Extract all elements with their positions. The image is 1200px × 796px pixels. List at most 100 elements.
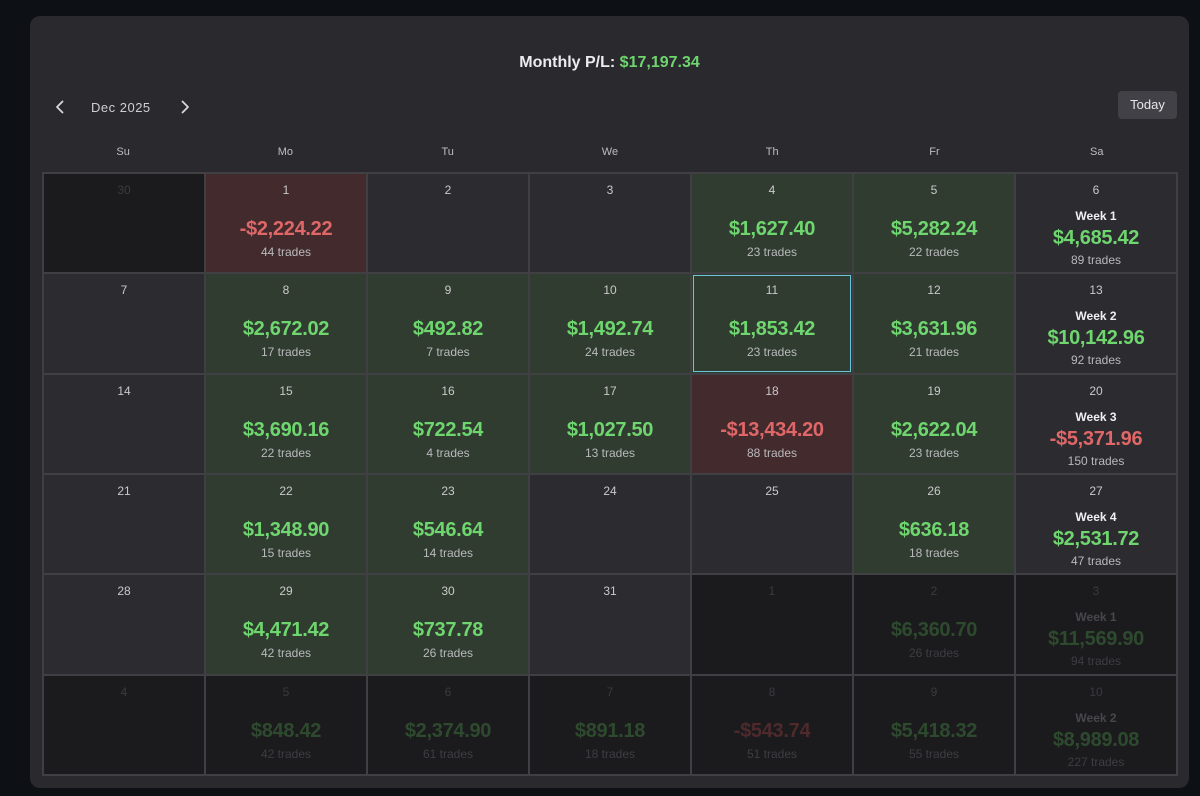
day-trade-count: 44 trades: [260, 245, 312, 259]
day-cell[interactable]: 9 $492.82 7 trades: [368, 274, 528, 373]
day-trade-count: 51 trades: [746, 746, 798, 761]
day-cell[interactable]: 24: [530, 475, 690, 574]
day-cell[interactable]: 2: [368, 174, 528, 273]
day-number: 23: [441, 484, 455, 498]
day-cell[interactable]: 8 $2,672.02 17 trades: [206, 274, 366, 373]
day-pnl: -$2,224.22: [239, 218, 333, 240]
week-trade-count: 89 trades: [1070, 253, 1122, 267]
day-trade-count: 24 trades: [584, 345, 636, 360]
chevron-left-icon: [56, 100, 64, 114]
day-cell[interactable]: 4: [44, 675, 204, 774]
day-cell[interactable]: 2 $6,360.70 26 trades: [854, 575, 1014, 674]
week-summary-cell[interactable]: 27 Week 4 $2,531.72 47 trades: [1016, 475, 1176, 574]
week-label: Week 1: [1075, 209, 1117, 223]
day-number: 13: [1089, 283, 1103, 298]
day-number: 19: [927, 383, 941, 398]
day-pnl: $722.54: [412, 418, 484, 441]
day-number: 4: [768, 183, 776, 197]
day-number: 14: [117, 383, 131, 398]
day-cell[interactable]: 31: [530, 575, 690, 674]
day-cell[interactable]: 30 $737.78 26 trades: [368, 575, 528, 674]
week-label: Week 3: [1075, 409, 1117, 424]
day-pnl: $891.18: [574, 719, 646, 742]
day-cell[interactable]: 10 $1,492.74 24 trades: [530, 274, 690, 373]
day-cell[interactable]: 8 -$543.74 51 trades: [692, 675, 852, 774]
day-cell[interactable]: 6 $2,374.90 61 trades: [368, 675, 528, 774]
day-cell[interactable]: 5 $848.42 42 trades: [206, 675, 366, 774]
day-cell[interactable]: 11 $1,853.42 23 trades: [692, 274, 852, 373]
day-cell[interactable]: 1 -$2,224.22 44 trades: [206, 174, 366, 273]
day-cell[interactable]: 21: [44, 475, 204, 574]
monthly-pl-value: $17,197.34: [619, 54, 700, 71]
day-cell[interactable]: 1: [692, 575, 852, 674]
day-trade-count: 18 trades: [908, 546, 960, 560]
dow-monday: Mo: [277, 146, 294, 158]
day-trade-count: 22 trades: [908, 245, 960, 259]
dow-tuesday: Tu: [441, 146, 454, 158]
day-number: 6: [1092, 183, 1100, 197]
day-cell[interactable]: 22 $1,348.90 15 trades: [206, 475, 366, 574]
week-trade-count: 227 trades: [1067, 754, 1125, 769]
day-number: 10: [1089, 684, 1103, 699]
day-trade-count: 88 trades: [746, 445, 798, 460]
day-cell[interactable]: 25: [692, 475, 852, 574]
day-trade-count: 17 trades: [260, 345, 312, 360]
day-number: 28: [117, 584, 131, 599]
week-summary-cell[interactable]: 3 Week 1 $11,569.90 94 trades: [1016, 575, 1176, 674]
prev-month-button[interactable]: [49, 96, 71, 118]
day-cell[interactable]: 23 $546.64 14 trades: [368, 475, 528, 574]
day-cell[interactable]: 14: [44, 374, 204, 473]
week-summary-cell[interactable]: 20 Week 3 -$5,371.96 150 trades: [1016, 374, 1176, 473]
day-cell[interactable]: 30: [44, 174, 204, 273]
day-cell[interactable]: 17 $1,027.50 13 trades: [530, 374, 690, 473]
day-number: 8: [768, 684, 776, 699]
day-trade-count: 21 trades: [908, 345, 960, 360]
day-trade-count: 14 trades: [422, 546, 474, 560]
day-pnl: $492.82: [412, 318, 484, 341]
day-number: 3: [1092, 584, 1100, 599]
monthly-pl-label: Monthly P/L:: [519, 54, 616, 71]
day-number: 2: [930, 584, 938, 599]
day-pnl: $1,627.40: [728, 218, 816, 240]
week-pnl: $2,531.72: [1052, 528, 1140, 550]
next-month-button[interactable]: [174, 96, 196, 118]
day-cell[interactable]: 18 -$13,434.20 88 trades: [692, 374, 852, 473]
day-cell[interactable]: 12 $3,631.96 21 trades: [854, 274, 1014, 373]
day-trade-count: 23 trades: [908, 445, 960, 460]
day-cell[interactable]: 9 $5,418.32 55 trades: [854, 675, 1014, 774]
day-pnl: $6,360.70: [890, 619, 978, 642]
dow-saturday: Sa: [1089, 146, 1104, 158]
day-number: 7: [606, 684, 614, 699]
day-pnl: $5,418.32: [890, 719, 978, 742]
day-number: 27: [1089, 484, 1103, 498]
day-cell[interactable]: 7: [44, 274, 204, 373]
day-cell[interactable]: 7 $891.18 18 trades: [530, 675, 690, 774]
day-pnl: -$543.74: [733, 719, 811, 742]
week-pnl: $11,569.90: [1048, 628, 1144, 651]
day-cell[interactable]: 5 $5,282.24 22 trades: [854, 174, 1014, 273]
day-pnl: $3,631.96: [890, 318, 978, 341]
day-cell[interactable]: 26 $636.18 18 trades: [854, 475, 1014, 574]
week-summary-cell[interactable]: 13 Week 2 $10,142.96 92 trades: [1016, 274, 1176, 373]
monthly-pl-title: Monthly P/L: $17,197.34: [30, 54, 1189, 72]
day-cell[interactable]: 15 $3,690.16 22 trades: [206, 374, 366, 473]
day-number: 26: [927, 484, 941, 498]
day-number: 25: [765, 484, 779, 498]
day-cell[interactable]: 16 $722.54 4 trades: [368, 374, 528, 473]
day-number: 9: [930, 684, 938, 699]
day-cell[interactable]: 3: [530, 174, 690, 273]
day-pnl: $1,492.74: [566, 318, 654, 341]
day-trade-count: 23 trades: [746, 345, 798, 360]
week-pnl: -$5,371.96: [1049, 427, 1143, 450]
week-summary-cell[interactable]: 10 Week 2 $8,989.08 227 trades: [1016, 675, 1176, 774]
week-summary-cell[interactable]: 6 Week 1 $4,685.42 89 trades: [1016, 174, 1176, 273]
day-trade-count: 55 trades: [908, 746, 960, 761]
day-cell[interactable]: 19 $2,622.04 23 trades: [854, 374, 1014, 473]
day-cell[interactable]: 4 $1,627.40 23 trades: [692, 174, 852, 273]
day-cell[interactable]: 29 $4,471.42 42 trades: [206, 575, 366, 674]
day-number: 5: [282, 684, 290, 699]
day-number: 8: [282, 283, 290, 298]
day-trade-count: 26 trades: [422, 646, 474, 661]
today-button[interactable]: Today: [1118, 91, 1177, 119]
day-cell[interactable]: 28: [44, 575, 204, 674]
